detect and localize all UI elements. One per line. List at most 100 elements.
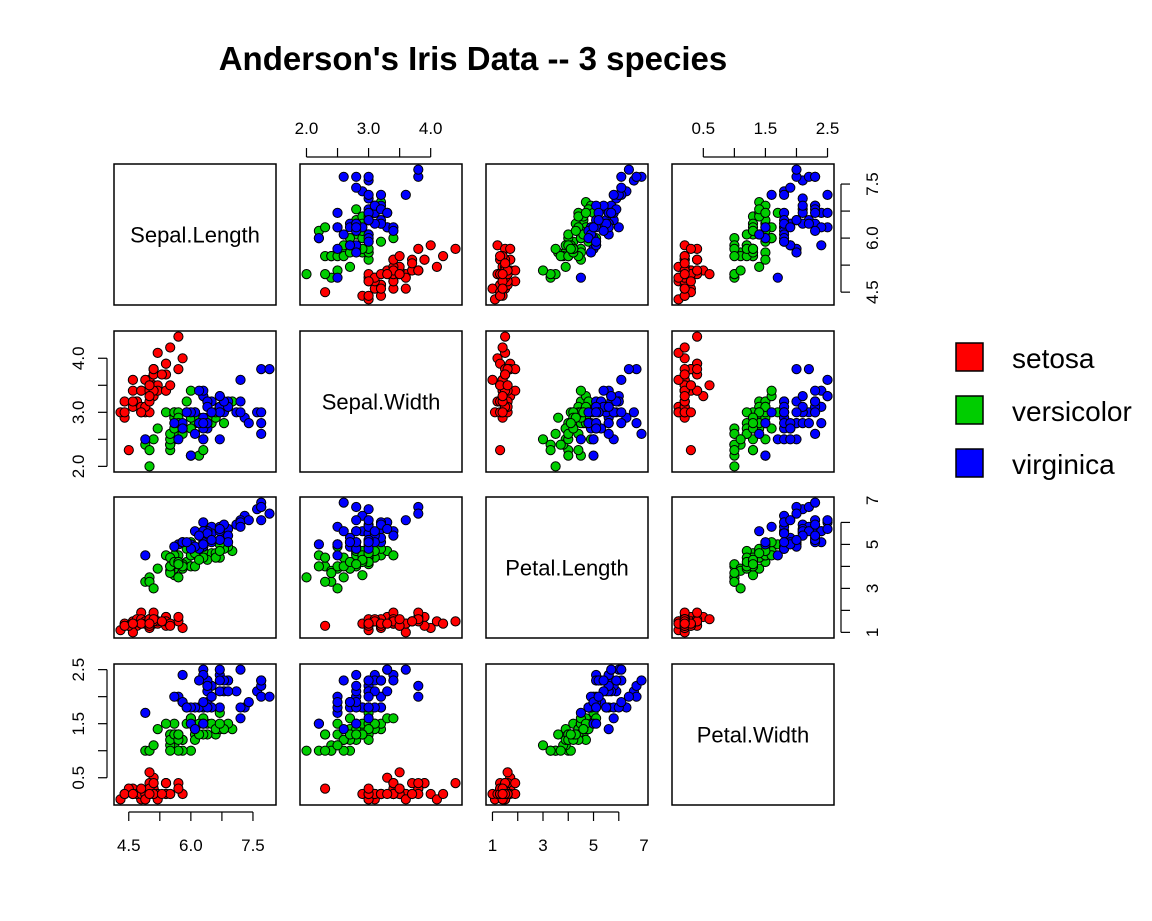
- point-virginica-9-r2c1: [214, 434, 225, 445]
- point-virginica-32-r4c2: [413, 691, 424, 702]
- variable-label-sepal-length: Sepal.Length: [130, 223, 260, 248]
- point-versicolor-11-r1c2: [301, 269, 312, 280]
- point-setosa-50-r1c4: [679, 269, 690, 280]
- point-versicolor-13-r2c3: [563, 450, 574, 461]
- tick-label-petal-width-left: 2.5: [69, 658, 88, 682]
- panel-petal-width-vs-sepal-length: [113, 663, 277, 806]
- point-virginica-47-r4c2: [332, 697, 343, 708]
- point-virginica-19-r3c4: [810, 497, 821, 508]
- point-virginica-47-r2c4: [785, 434, 796, 445]
- point-versicolor-11-r2c1: [144, 461, 155, 472]
- point-virginica-30-r2c1: [235, 407, 246, 418]
- point-virginica-7-r3c4: [772, 550, 783, 561]
- legend-swatch-versicolor: [955, 395, 984, 425]
- point-virginica-49-r4c2: [388, 675, 399, 686]
- point-virginica-38-r3c4: [779, 528, 790, 539]
- point-versicolor-49-r4c2: [332, 740, 343, 751]
- point-virginica-43-r2c3: [591, 423, 602, 434]
- point-setosa-39-r2c1: [119, 407, 130, 418]
- point-versicolor-32-r3c2: [326, 567, 337, 579]
- point-virginica-40-r4c1: [223, 686, 234, 697]
- point-setosa-49-r1c4: [679, 258, 690, 269]
- point-virginica-23-r3c2: [351, 501, 362, 513]
- point-setosa-44-r4c3: [502, 767, 513, 778]
- point-setosa-19-r1c4: [685, 243, 697, 254]
- point-virginica-32-r1c2: [413, 164, 424, 175]
- point-virginica-22-r2c1: [169, 418, 180, 429]
- point-setosa-44-r3c2: [394, 614, 405, 625]
- point-virginica-49-r3c2: [388, 530, 399, 541]
- point-versicolor-37-r3c1: [214, 545, 225, 557]
- point-versicolor-10-r3c1: [152, 563, 163, 574]
- point-virginica-44-r3c4: [810, 519, 821, 530]
- point-setosa-49-r2c3: [500, 369, 511, 380]
- point-virginica-7-r1c4: [772, 272, 783, 283]
- point-versicolor-38-r3c2: [320, 552, 331, 563]
- point-setosa-49-r2c4: [679, 369, 690, 380]
- point-setosa-16-r1c2: [450, 243, 461, 254]
- point-virginica-19-r3c2: [338, 497, 349, 508]
- point-versicolor-21-r2c1: [181, 396, 192, 407]
- point-virginica-48-r1c2: [363, 215, 374, 226]
- point-virginica-33-r4c1: [202, 680, 213, 692]
- tick-label-petal-length-right: 7: [863, 496, 882, 505]
- point-virginica-41-r2c3: [603, 401, 614, 412]
- point-virginica-19-r4c2: [338, 675, 349, 686]
- panel-petal-length-vs-sepal-width: [299, 496, 463, 639]
- point-versicolor-42-r3c4: [754, 548, 765, 559]
- point-versicolor-49-r1c3: [537, 265, 549, 276]
- point-setosa-17-r1c2: [419, 254, 430, 265]
- point-virginica-32-r3c4: [791, 508, 802, 519]
- point-setosa-50-r2c3: [497, 391, 508, 402]
- point-versicolor-49-r4c3: [537, 740, 549, 751]
- point-virginica-34-r2c1: [198, 418, 209, 429]
- point-virginica-30-r4c1: [235, 713, 246, 724]
- point-versicolor-50-r3c1: [173, 559, 184, 570]
- point-setosa-23-r2c1: [127, 374, 138, 385]
- tick-label-petal-width-left: 1.5: [69, 712, 88, 736]
- point-setosa-49-r2c1: [156, 369, 167, 380]
- point-virginica-34-r4c2: [351, 718, 362, 729]
- point-virginica-7-r3c1: [140, 550, 151, 561]
- point-virginica-23-r3c1: [256, 501, 267, 513]
- point-setosa-48-r3c1: [127, 618, 138, 629]
- point-virginica-31-r1c3: [616, 182, 627, 193]
- point-setosa-45-r2c4: [692, 364, 703, 375]
- tick-label-petal-length-right: 5: [863, 540, 882, 549]
- point-virginica-32-r2c1: [264, 364, 275, 375]
- point-virginica-43-r2c1: [177, 423, 188, 434]
- point-setosa-15-r1c2: [425, 240, 436, 251]
- point-setosa-44-r2c3: [502, 380, 513, 391]
- point-virginica-49-r4c3: [598, 675, 609, 686]
- point-virginica-41-r3c2: [369, 526, 380, 537]
- point-virginica-49-r3c4: [810, 530, 821, 541]
- point-virginica-6-r3c2: [363, 504, 374, 515]
- point-virginica-9-r1c2: [332, 207, 343, 218]
- panel-petal-width-vs-sepal-width: [299, 663, 463, 806]
- point-setosa-17-r2c1: [160, 358, 172, 369]
- tick-label-petal-length-right: 3: [863, 584, 882, 593]
- point-versicolor-50-r1c3: [565, 243, 576, 254]
- point-versicolor-38-r2c4: [747, 445, 759, 456]
- variable-label-petal-width: Petal.Width: [697, 723, 810, 748]
- point-virginica-35-r1c2: [338, 229, 349, 240]
- point-virginica-1-r1c3: [613, 222, 624, 233]
- point-versicolor-10-r1c3: [560, 261, 571, 272]
- point-virginica-35-r4c2: [338, 724, 349, 735]
- point-virginica-36-r4c1: [256, 675, 267, 686]
- point-setosa-44-r4c1: [144, 767, 155, 778]
- point-virginica-34-r1c4: [760, 222, 771, 233]
- panel-petal-length-vs-petal-length: [485, 496, 649, 639]
- point-setosa-50-r2c4: [679, 391, 690, 402]
- point-setosa-34-r2c4: [679, 342, 690, 353]
- point-setosa-46-r2c3: [497, 407, 508, 418]
- point-versicolor-11-r4c2: [301, 745, 312, 756]
- point-virginica-45-r2c4: [822, 391, 833, 402]
- point-setosa-37-r2c1: [165, 380, 176, 391]
- point-versicolor-44-r2c4: [729, 445, 740, 456]
- point-virginica-32-r4c1: [264, 691, 275, 702]
- point-virginica-50-r4c1: [181, 702, 192, 713]
- point-versicolor-10-r1c2: [344, 261, 356, 272]
- point-versicolor-50-r2c3: [565, 418, 576, 429]
- point-setosa-45-r3c4: [692, 607, 703, 618]
